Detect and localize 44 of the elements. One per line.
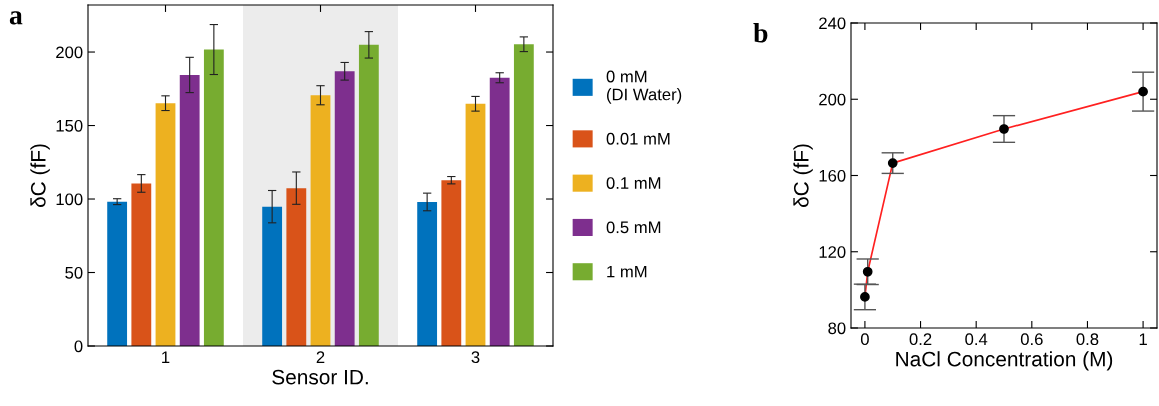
bar xyxy=(107,201,128,346)
x-tick-label: 0 xyxy=(860,333,869,346)
bar xyxy=(465,103,486,346)
bar xyxy=(334,71,355,346)
bar xyxy=(262,206,283,346)
y-tick-label: 50 xyxy=(65,266,83,279)
y-axis-title: δC (fF) xyxy=(793,144,813,208)
y-axis-title: δC (fF) xyxy=(30,144,50,208)
bar xyxy=(131,183,152,346)
y-tick-label: 120 xyxy=(819,246,846,258)
y-tick-label: 150 xyxy=(56,119,83,132)
bar xyxy=(417,201,438,346)
y-tick-label: 200 xyxy=(56,46,83,59)
x-tick-label: 1 xyxy=(162,351,170,363)
x-axis-title: NaCl Concentration (M) xyxy=(896,351,1113,371)
bar xyxy=(489,77,510,346)
y-tick-label: 100 xyxy=(56,193,83,206)
bar xyxy=(513,44,534,346)
y-tick-label: 160 xyxy=(819,169,846,182)
y-tick-label: 200 xyxy=(819,93,846,106)
legend-label: 0.5 mM xyxy=(606,221,661,234)
y-tick-label: 80 xyxy=(828,322,846,335)
y-tick-label: 240 xyxy=(819,17,846,30)
x-tick-label: 1 xyxy=(1139,333,1147,345)
legend-label: 0.1 mM xyxy=(606,177,661,189)
x-tick-label: 0.2 xyxy=(909,333,932,346)
legend-label: 0.01 mM xyxy=(606,132,670,145)
bar xyxy=(286,188,307,346)
bar xyxy=(203,49,224,346)
legend-label: 1 mM xyxy=(607,265,647,278)
x-tick-label: 0.6 xyxy=(1020,333,1043,346)
chart-title: a xyxy=(9,11,23,25)
x-tick-label: 3 xyxy=(471,351,480,364)
bar xyxy=(310,95,331,346)
bar xyxy=(155,103,176,346)
x-tick-label: 0.8 xyxy=(1076,333,1099,346)
bar xyxy=(179,74,200,346)
chart-title: b xyxy=(753,23,768,43)
x-axis-title: Sensor ID. xyxy=(272,369,368,385)
x-tick-label: 0.4 xyxy=(965,333,988,346)
x-tick-label: 2 xyxy=(316,351,325,363)
legend-label: 0 mM (DI Water) xyxy=(606,70,682,104)
bar xyxy=(358,44,379,346)
bar xyxy=(441,180,462,346)
